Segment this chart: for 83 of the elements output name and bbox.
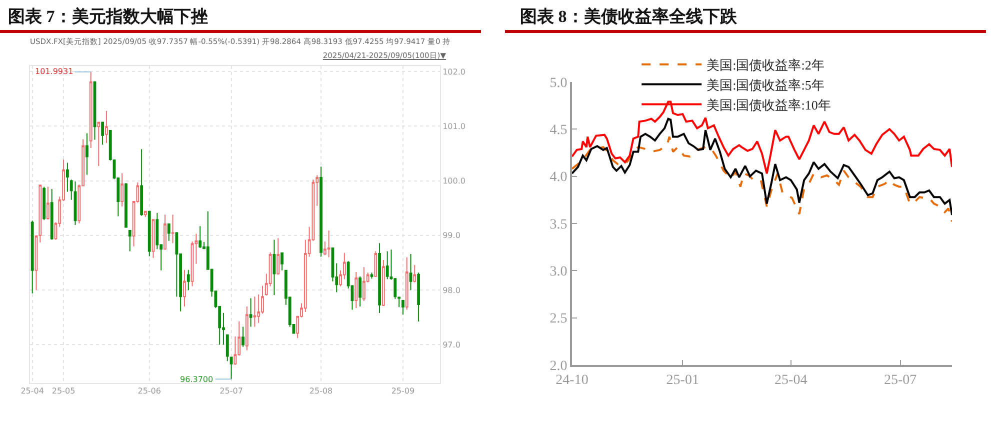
candlestick bbox=[417, 272, 420, 322]
candlestick bbox=[186, 269, 190, 291]
y-tick-label: 5.0 bbox=[550, 76, 568, 91]
candlestick bbox=[74, 180, 77, 226]
candlestick bbox=[245, 306, 248, 351]
candlestick bbox=[120, 172, 124, 207]
candlestick bbox=[272, 239, 276, 296]
y-tick-label: 3.5 bbox=[550, 217, 568, 232]
y-tick-label: 3.0 bbox=[550, 264, 568, 280]
candlestick bbox=[413, 264, 416, 283]
y-tick-label: 99.0 bbox=[442, 231, 460, 240]
chart-title: 图表 7：美元指数大幅下挫 bbox=[8, 6, 208, 28]
y-tick-label: 2.0 bbox=[550, 358, 568, 374]
candlestick bbox=[30, 220, 34, 294]
x-tick-label: 24-10 bbox=[556, 372, 588, 388]
y-tick-label: 102.0 bbox=[442, 67, 466, 76]
candlestick bbox=[327, 230, 330, 258]
y-tick-label: 100.0 bbox=[442, 176, 466, 186]
candlestick bbox=[405, 256, 408, 310]
candlestick bbox=[164, 214, 166, 250]
candlestick bbox=[401, 299, 404, 316]
candlestick bbox=[409, 254, 412, 291]
y-tick-label: 2.5 bbox=[550, 312, 568, 327]
candlestick bbox=[128, 229, 132, 252]
candlestick bbox=[183, 269, 186, 307]
y-tick-label: 101.0 bbox=[442, 122, 466, 131]
candlestick bbox=[144, 210, 147, 218]
candlestick bbox=[66, 162, 69, 192]
candlestick bbox=[370, 272, 374, 280]
x-tick-label: 25-09 bbox=[391, 386, 415, 396]
y-tick-label: 4.5 bbox=[550, 123, 568, 138]
legend-label: 美国:国债收益率:5年 bbox=[706, 77, 824, 92]
candlestick bbox=[320, 166, 322, 258]
x-tick-label: 25-04 bbox=[20, 386, 44, 396]
y-tick-label: 98.0 bbox=[442, 286, 460, 295]
candlestick bbox=[253, 296, 256, 328]
annotation: 101.9931 bbox=[35, 67, 74, 76]
candlestick bbox=[276, 238, 280, 276]
candlestick bbox=[354, 272, 358, 309]
candlestick bbox=[148, 210, 151, 257]
candlestick bbox=[358, 276, 362, 307]
candlestick bbox=[171, 214, 174, 244]
candlestick bbox=[382, 260, 385, 306]
candlestick bbox=[230, 356, 233, 380]
candlestick bbox=[124, 182, 128, 228]
candlestick bbox=[140, 148, 144, 216]
candlestick bbox=[242, 326, 244, 348]
x-tick-label: 25-06 bbox=[138, 386, 161, 396]
candlestick bbox=[374, 250, 378, 278]
candlestick bbox=[280, 252, 284, 271]
candlestick bbox=[50, 188, 54, 240]
candlestick bbox=[362, 266, 366, 302]
candlestick bbox=[226, 334, 229, 362]
y-tick-label: 4.0 bbox=[550, 170, 568, 186]
candlestick bbox=[46, 186, 50, 220]
chart-title: 图表 8：美债收益率全线下跌 bbox=[520, 6, 737, 28]
legend-label: 美国:国债收益率:10年 bbox=[706, 97, 831, 112]
candlestick bbox=[42, 186, 46, 221]
x-tick-label: 25-07 bbox=[884, 372, 917, 388]
legend-label: 美国:国债收益率:2年 bbox=[706, 57, 824, 72]
candlestick bbox=[378, 242, 381, 314]
candlestick bbox=[152, 219, 155, 258]
candlestick bbox=[86, 132, 88, 176]
x-tick-label: 25-04 bbox=[774, 372, 808, 388]
candlestick bbox=[97, 121, 100, 167]
x-tick-label: 25-07 bbox=[220, 386, 243, 396]
candlestick bbox=[167, 222, 170, 242]
candlestick bbox=[386, 250, 389, 280]
line-series bbox=[572, 118, 952, 216]
candlestick bbox=[70, 179, 73, 200]
line-series bbox=[572, 100, 952, 174]
candlestick bbox=[249, 298, 252, 328]
y-tick-label: 97.0 bbox=[442, 340, 460, 350]
candlestick bbox=[198, 226, 202, 248]
x-tick-label: 25-08 bbox=[309, 386, 333, 396]
candlestick bbox=[105, 110, 108, 144]
x-tick-label: 25-01 bbox=[666, 372, 699, 388]
candlestick bbox=[89, 71, 92, 148]
candlestick bbox=[101, 121, 104, 146]
x-tick-label: 25-05 bbox=[52, 386, 76, 396]
line-series bbox=[572, 136, 952, 223]
annotation: 96.3700 bbox=[180, 375, 214, 384]
candlestick bbox=[93, 80, 96, 140]
